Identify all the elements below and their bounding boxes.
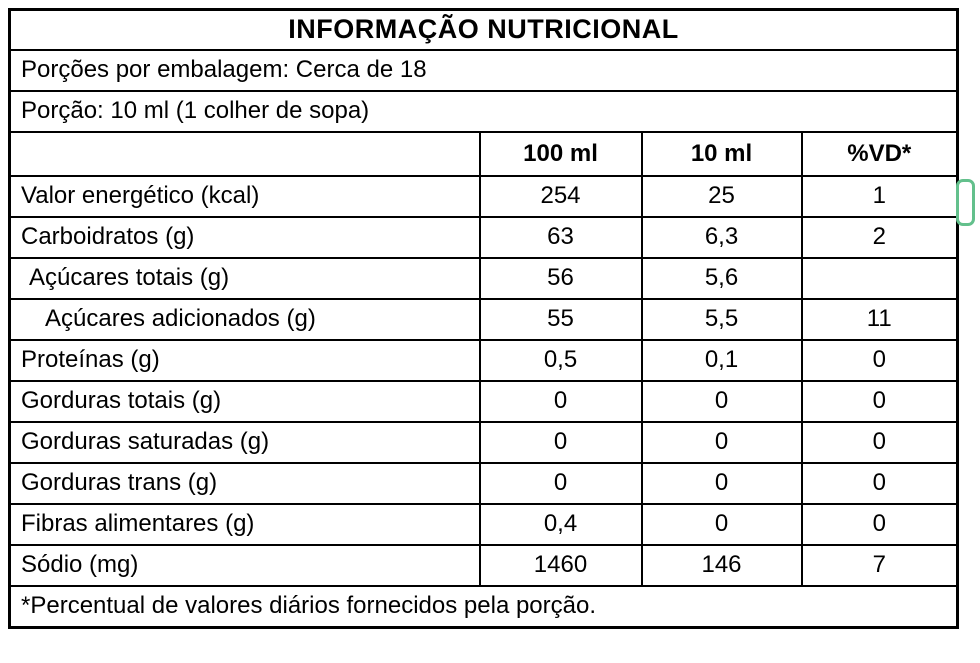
- footnote-row: *Percentual de valores diários fornecido…: [8, 584, 959, 629]
- value-100ml: 0: [478, 379, 643, 423]
- col-header-empty: [8, 130, 481, 177]
- value-vd: 0: [800, 379, 959, 423]
- value-vd: 0: [800, 461, 959, 505]
- value-vd: 11: [800, 297, 959, 341]
- col-header-100ml: 100 ml: [478, 130, 643, 177]
- row-label: Valor energético (kcal): [8, 174, 481, 218]
- value-vd: 2: [800, 215, 959, 259]
- column-header-row: 100 ml 10 ml %VD*: [8, 130, 959, 177]
- value-100ml: 0,4: [478, 502, 643, 546]
- table-row: Valor energético (kcal) 254 25 1: [8, 174, 959, 218]
- row-label: Gorduras trans (g): [8, 461, 481, 505]
- selection-bracket-icon: [956, 179, 975, 226]
- row-label: Sódio (mg): [8, 543, 481, 587]
- value-100ml: 0,5: [478, 338, 643, 382]
- row-label: Gorduras totais (g): [8, 379, 481, 423]
- value-10ml: 0: [640, 461, 803, 505]
- value-100ml: 63: [478, 215, 643, 259]
- value-vd: 0: [800, 502, 959, 546]
- value-10ml: 146: [640, 543, 803, 587]
- row-label: Carboidratos (g): [8, 215, 481, 259]
- row-label: Açúcares adicionados (g): [8, 297, 481, 341]
- value-10ml: 0: [640, 420, 803, 464]
- table-row: Fibras alimentares (g) 0,4 0 0: [8, 502, 959, 546]
- value-vd: [800, 256, 959, 300]
- table-row: Açúcares totais (g) 56 5,6: [8, 256, 959, 300]
- value-100ml: 0: [478, 420, 643, 464]
- value-100ml: 56: [478, 256, 643, 300]
- value-10ml: 0,1: [640, 338, 803, 382]
- col-header-vd: %VD*: [800, 130, 959, 177]
- table-row: Gorduras trans (g) 0 0 0: [8, 461, 959, 505]
- value-100ml: 55: [478, 297, 643, 341]
- value-10ml: 5,6: [640, 256, 803, 300]
- value-10ml: 0: [640, 379, 803, 423]
- table-row: Sódio (mg) 1460 146 7: [8, 543, 959, 587]
- value-10ml: 0: [640, 502, 803, 546]
- value-100ml: 0: [478, 461, 643, 505]
- value-100ml: 254: [478, 174, 643, 218]
- value-10ml: 5,5: [640, 297, 803, 341]
- value-vd: 0: [800, 338, 959, 382]
- value-100ml: 1460: [478, 543, 643, 587]
- table-row: Proteínas (g) 0,5 0,1 0: [8, 338, 959, 382]
- nutrition-table: INFORMAÇÃO NUTRICIONAL Porções por embal…: [8, 8, 960, 629]
- row-label: Proteínas (g): [8, 338, 481, 382]
- table-row: Carboidratos (g) 63 6,3 2: [8, 215, 959, 259]
- title-row: INFORMAÇÃO NUTRICIONAL: [8, 8, 959, 51]
- value-vd: 0: [800, 420, 959, 464]
- daily-values-footnote: *Percentual de valores diários fornecido…: [8, 584, 959, 629]
- table-row: Gorduras saturadas (g) 0 0 0: [8, 420, 959, 464]
- portion-row: Porção: 10 ml (1 colher de sopa): [8, 89, 959, 133]
- row-label: Gorduras saturadas (g): [8, 420, 481, 464]
- value-10ml: 25: [640, 174, 803, 218]
- value-10ml: 6,3: [640, 215, 803, 259]
- servings-per-package: Porções por embalagem: Cerca de 18: [8, 48, 959, 92]
- portion-size: Porção: 10 ml (1 colher de sopa): [8, 89, 959, 133]
- row-label: Açúcares totais (g): [8, 256, 481, 300]
- row-label: Fibras alimentares (g): [8, 502, 481, 546]
- col-header-10ml: 10 ml: [640, 130, 803, 177]
- table-row: Gorduras totais (g) 0 0 0: [8, 379, 959, 423]
- table-row: Açúcares adicionados (g) 55 5,5 11: [8, 297, 959, 341]
- value-vd: 1: [800, 174, 959, 218]
- servings-row: Porções por embalagem: Cerca de 18: [8, 48, 959, 92]
- table-title: INFORMAÇÃO NUTRICIONAL: [8, 8, 959, 51]
- value-vd: 7: [800, 543, 959, 587]
